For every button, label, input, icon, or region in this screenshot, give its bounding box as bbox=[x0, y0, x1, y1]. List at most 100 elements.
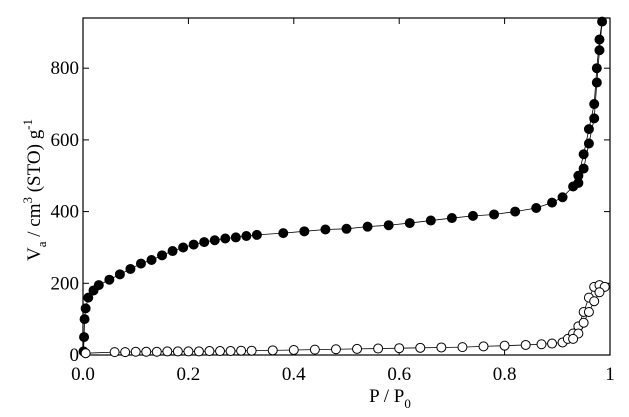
data-point bbox=[109, 347, 120, 358]
y-tick-label: 400 bbox=[51, 202, 80, 223]
data-point bbox=[183, 346, 194, 357]
data-point bbox=[172, 346, 183, 357]
data-point bbox=[209, 235, 220, 246]
data-point bbox=[589, 99, 600, 110]
data-point bbox=[594, 34, 605, 45]
y-label-sup: -1 bbox=[20, 119, 35, 130]
data-point bbox=[157, 250, 168, 261]
y-tick-label: 600 bbox=[51, 130, 80, 151]
data-point bbox=[83, 292, 94, 303]
data-point bbox=[520, 339, 531, 350]
data-point bbox=[467, 210, 478, 221]
data-point bbox=[278, 228, 289, 239]
data-point bbox=[125, 263, 136, 274]
data-point bbox=[162, 346, 173, 357]
data-point bbox=[591, 77, 602, 88]
data-point bbox=[415, 342, 426, 353]
x-tick-label: 0.8 bbox=[493, 364, 517, 385]
data-point bbox=[236, 345, 247, 356]
data-point bbox=[436, 342, 447, 353]
data-point bbox=[583, 124, 594, 135]
y-label-sub: a bbox=[34, 241, 49, 247]
data-point bbox=[352, 343, 363, 354]
data-point bbox=[178, 242, 189, 253]
data-point bbox=[80, 348, 91, 359]
data-point bbox=[446, 213, 457, 224]
data-point bbox=[404, 218, 415, 229]
data-point bbox=[594, 45, 605, 56]
data-point bbox=[230, 232, 241, 243]
data-point bbox=[330, 344, 341, 355]
y-label-sup: 3 bbox=[20, 197, 35, 204]
y-label-part: (STO) g bbox=[24, 129, 45, 197]
data-point bbox=[167, 246, 178, 257]
data-point bbox=[146, 254, 157, 265]
data-point bbox=[267, 345, 278, 356]
data-point bbox=[425, 215, 436, 226]
x-tick-label: 0.6 bbox=[387, 364, 411, 385]
data-point bbox=[341, 223, 352, 234]
data-point bbox=[251, 229, 262, 240]
data-point bbox=[79, 332, 90, 343]
x-tick-label: 0.4 bbox=[282, 364, 306, 385]
plot-frame bbox=[82, 17, 611, 356]
data-point bbox=[215, 346, 226, 357]
data-point bbox=[220, 233, 231, 244]
data-point bbox=[578, 163, 589, 174]
data-point bbox=[188, 239, 199, 250]
data-point bbox=[547, 338, 558, 349]
data-point bbox=[578, 149, 589, 160]
data-point bbox=[299, 226, 310, 237]
data-point bbox=[536, 339, 547, 350]
data-point bbox=[120, 347, 131, 358]
data-point bbox=[204, 346, 215, 357]
data-point bbox=[373, 343, 384, 354]
data-point bbox=[531, 203, 542, 214]
data-point bbox=[578, 317, 589, 328]
x-label-sub: 0 bbox=[404, 396, 411, 411]
data-point bbox=[199, 237, 210, 248]
data-point bbox=[583, 138, 594, 149]
data-point bbox=[135, 258, 146, 269]
data-point bbox=[241, 230, 252, 241]
data-point bbox=[193, 346, 204, 357]
y-tick-label: 0 bbox=[70, 345, 80, 366]
data-point bbox=[80, 303, 91, 314]
x-tick-label: 0.2 bbox=[177, 364, 201, 385]
data-point bbox=[489, 209, 500, 220]
data-point bbox=[589, 296, 600, 307]
data-point bbox=[547, 197, 558, 208]
data-point bbox=[557, 192, 568, 203]
x-axis-label: P / P0 bbox=[369, 386, 411, 411]
y-label-part: V bbox=[24, 247, 45, 261]
data-point bbox=[79, 314, 90, 325]
data-point bbox=[104, 274, 115, 285]
data-point bbox=[478, 341, 489, 352]
data-point bbox=[93, 280, 104, 291]
data-point bbox=[362, 221, 373, 232]
data-point bbox=[288, 344, 299, 355]
data-point bbox=[597, 16, 608, 27]
y-tick-label: 200 bbox=[51, 273, 80, 294]
data-point bbox=[499, 340, 510, 351]
data-point bbox=[583, 306, 594, 317]
data-point bbox=[320, 224, 331, 235]
data-point bbox=[394, 343, 405, 354]
y-tick-label: 800 bbox=[51, 58, 80, 79]
data-point bbox=[130, 346, 141, 357]
data-point bbox=[568, 333, 579, 344]
x-tick-label: 0.0 bbox=[71, 364, 95, 385]
data-point bbox=[510, 206, 521, 217]
data-point bbox=[309, 344, 320, 355]
data-point bbox=[591, 63, 602, 74]
data-point bbox=[589, 113, 600, 124]
x-label-part: P / P bbox=[369, 386, 404, 407]
data-point bbox=[114, 269, 125, 280]
series-line bbox=[83, 21, 603, 352]
data-point bbox=[225, 346, 236, 357]
data-point bbox=[141, 346, 152, 357]
data-point bbox=[457, 342, 468, 353]
data-point bbox=[246, 345, 257, 356]
x-tick-label: 1 bbox=[605, 364, 615, 385]
